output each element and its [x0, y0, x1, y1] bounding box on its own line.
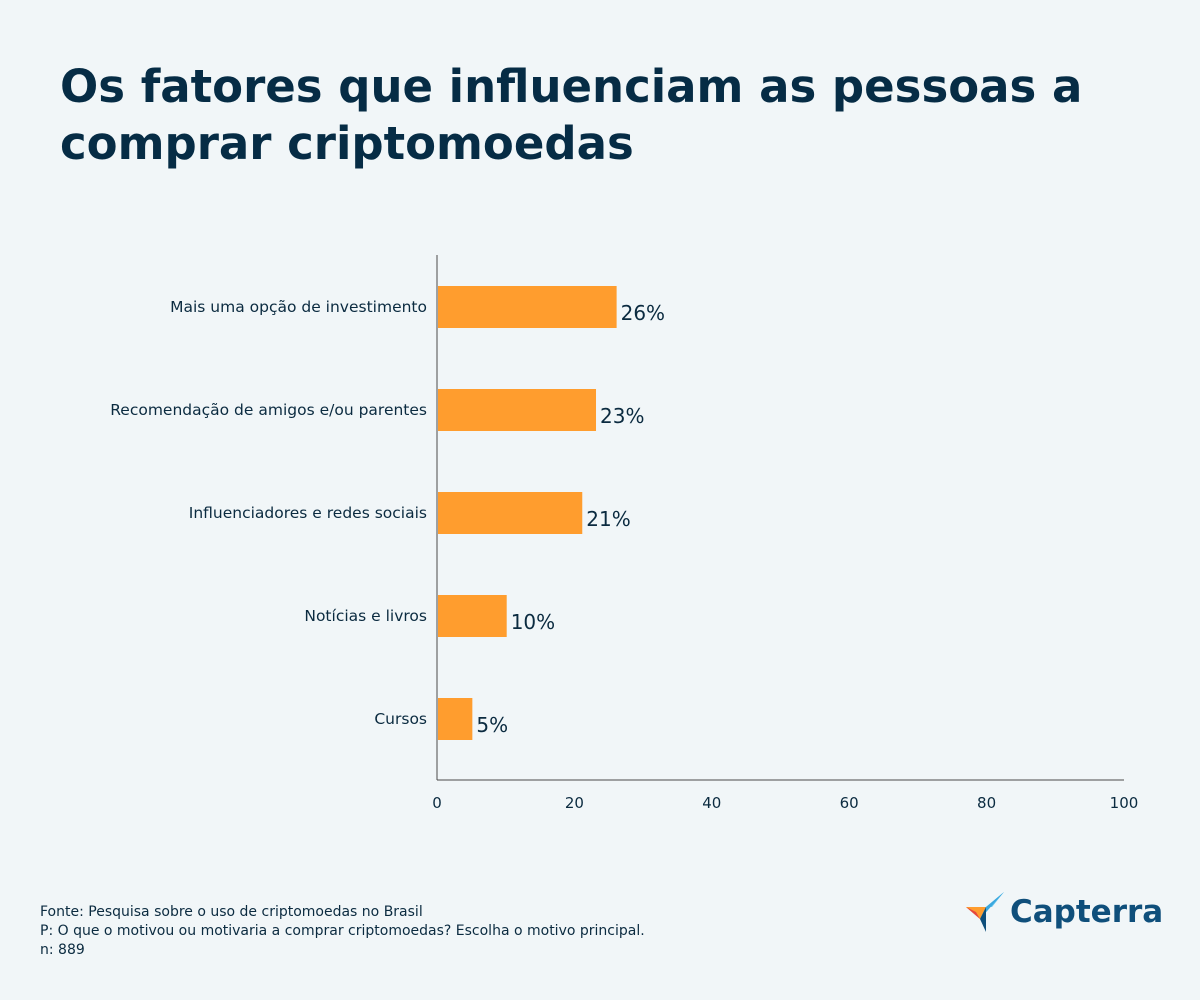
capterra-logo-text: Capterra [1010, 894, 1164, 930]
category-label: Cursos [374, 710, 427, 728]
data-label: 26% [621, 301, 665, 325]
sample-size-note: n: 889 [40, 942, 85, 958]
data-label: 21% [586, 507, 630, 531]
bar [438, 492, 583, 534]
bar [438, 389, 597, 431]
data-label: 10% [511, 610, 555, 634]
x-tick-label: 20 [565, 794, 584, 812]
x-tick-label: 100 [1110, 794, 1139, 812]
bar-chart: Mais uma opção de investimento 26% Recomen… [110, 255, 1139, 812]
x-tick-label: 40 [702, 794, 721, 812]
bar [438, 595, 507, 637]
data-label: 5% [476, 713, 508, 737]
category-label: Notícias e livros [304, 607, 427, 625]
x-tick-label: 80 [977, 794, 996, 812]
x-tick-label: 0 [432, 794, 442, 812]
capterra-logo: Capterra [966, 890, 1163, 936]
data-label: 23% [600, 404, 644, 428]
category-label: Recomendação de amigos e/ou parentes [110, 401, 427, 419]
capterra-logo-icon [966, 892, 1004, 932]
x-tick-label: 60 [840, 794, 859, 812]
category-label: Mais uma opção de investimento [170, 298, 427, 316]
chart-title: Os fatores que influenciam as pessoas a … [60, 60, 1083, 170]
footer-notes: Fonte: Pesquisa sobre o uso de criptomoe… [40, 903, 645, 960]
bar [438, 698, 473, 740]
category-label: Influenciadores e redes sociais [189, 504, 427, 522]
source-note: Fonte: Pesquisa sobre o uso de criptomoe… [40, 904, 423, 920]
bar [438, 286, 617, 328]
question-note: P: O que o motivou ou motivaria a compra… [40, 923, 645, 939]
